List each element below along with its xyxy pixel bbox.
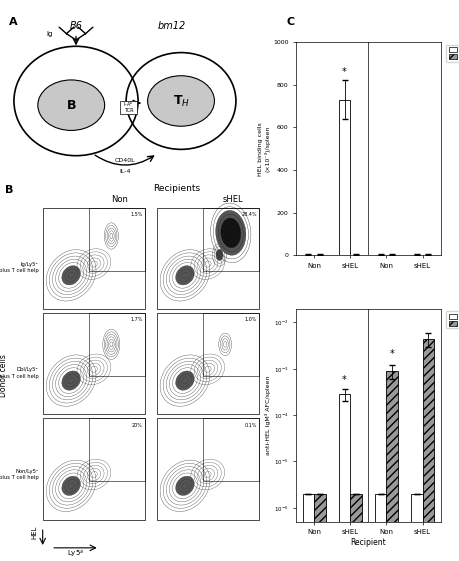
- Bar: [89, 313, 145, 376]
- Bar: [43, 313, 145, 415]
- Bar: [386, 371, 398, 561]
- Bar: [157, 313, 259, 415]
- Text: bm12: bm12: [157, 21, 185, 31]
- Bar: [202, 418, 259, 481]
- Text: TCR: TCR: [124, 108, 133, 113]
- Ellipse shape: [65, 374, 78, 387]
- Ellipse shape: [176, 266, 194, 285]
- Text: *: *: [342, 67, 347, 77]
- Ellipse shape: [62, 371, 80, 390]
- Bar: [411, 494, 423, 561]
- Text: B: B: [67, 99, 76, 112]
- Bar: [89, 208, 145, 270]
- Bar: [302, 494, 314, 561]
- Ellipse shape: [216, 210, 246, 255]
- Ellipse shape: [65, 480, 78, 492]
- Ellipse shape: [62, 476, 80, 495]
- Text: Donor cells: Donor cells: [0, 355, 8, 397]
- Text: *: *: [342, 375, 347, 385]
- Ellipse shape: [182, 378, 188, 384]
- Ellipse shape: [182, 482, 188, 489]
- Text: *: *: [390, 349, 395, 359]
- Text: 20%: 20%: [132, 422, 143, 427]
- Ellipse shape: [182, 272, 188, 279]
- Bar: [202, 208, 259, 270]
- Bar: [350, 494, 362, 561]
- Legend: Ig, Dbl: Ig, Dbl: [446, 311, 459, 328]
- Ellipse shape: [228, 229, 233, 237]
- Text: Non/Ly5ᵃ
plus T cell help: Non/Ly5ᵃ plus T cell help: [0, 469, 39, 480]
- Text: T$_H$: T$_H$: [173, 94, 190, 108]
- Ellipse shape: [179, 480, 191, 492]
- Bar: [120, 101, 137, 114]
- Bar: [89, 418, 145, 481]
- Bar: [314, 494, 326, 561]
- Bar: [202, 313, 259, 376]
- Text: 0.1%: 0.1%: [244, 422, 257, 427]
- Ellipse shape: [218, 214, 243, 251]
- Text: A: A: [9, 17, 18, 27]
- Y-axis label: HEL binding cells
(×10⁻³)/spleen: HEL binding cells (×10⁻³)/spleen: [258, 122, 270, 176]
- Bar: [157, 208, 259, 309]
- Text: IL-4: IL-4: [119, 168, 131, 173]
- Legend: Ig, Dbl: Ig, Dbl: [446, 45, 459, 62]
- Ellipse shape: [216, 249, 223, 260]
- Ellipse shape: [38, 80, 105, 131]
- Ellipse shape: [65, 269, 78, 282]
- Text: C: C: [287, 17, 295, 27]
- Text: Ig/Ly5ᵃ
plus T cell help: Ig/Ly5ᵃ plus T cell help: [0, 262, 39, 273]
- Ellipse shape: [148, 76, 214, 126]
- Text: 28.4%: 28.4%: [241, 212, 257, 217]
- Ellipse shape: [218, 252, 221, 257]
- Text: 1.0%: 1.0%: [244, 318, 257, 323]
- Ellipse shape: [179, 374, 191, 387]
- Text: 1.7%: 1.7%: [130, 318, 143, 323]
- Ellipse shape: [62, 266, 80, 285]
- Ellipse shape: [221, 218, 241, 248]
- Text: sHEL: sHEL: [223, 195, 244, 204]
- Text: CD40L: CD40L: [115, 158, 135, 163]
- Ellipse shape: [176, 371, 194, 390]
- Text: Non: Non: [111, 195, 128, 204]
- Text: Ly5$^a$: Ly5$^a$: [67, 549, 84, 560]
- Text: B6: B6: [69, 21, 83, 31]
- Text: B: B: [5, 185, 13, 195]
- Bar: [423, 338, 434, 561]
- Bar: [43, 208, 145, 309]
- Text: Ig: Ig: [46, 31, 53, 37]
- Bar: [43, 418, 145, 519]
- X-axis label: Recipient: Recipient: [351, 538, 386, 547]
- Text: I-A$^b$: I-A$^b$: [123, 99, 134, 109]
- Ellipse shape: [68, 482, 74, 489]
- Y-axis label: anti-HEL IgM³ AFC/spleen: anti-HEL IgM³ AFC/spleen: [265, 375, 271, 455]
- Ellipse shape: [223, 222, 238, 244]
- Ellipse shape: [226, 226, 236, 240]
- Bar: [339, 394, 350, 561]
- Ellipse shape: [179, 269, 191, 282]
- Text: HEL: HEL: [31, 525, 37, 539]
- Bar: [375, 494, 386, 561]
- Bar: [157, 418, 259, 519]
- Text: Recipients: Recipients: [153, 184, 200, 193]
- Text: 1.5%: 1.5%: [130, 212, 143, 217]
- Ellipse shape: [68, 272, 74, 279]
- Bar: [339, 100, 350, 255]
- Ellipse shape: [176, 476, 194, 495]
- Text: Dbl/Ly5ᵃ
plus T cell help: Dbl/Ly5ᵃ plus T cell help: [0, 367, 39, 379]
- Ellipse shape: [68, 378, 74, 384]
